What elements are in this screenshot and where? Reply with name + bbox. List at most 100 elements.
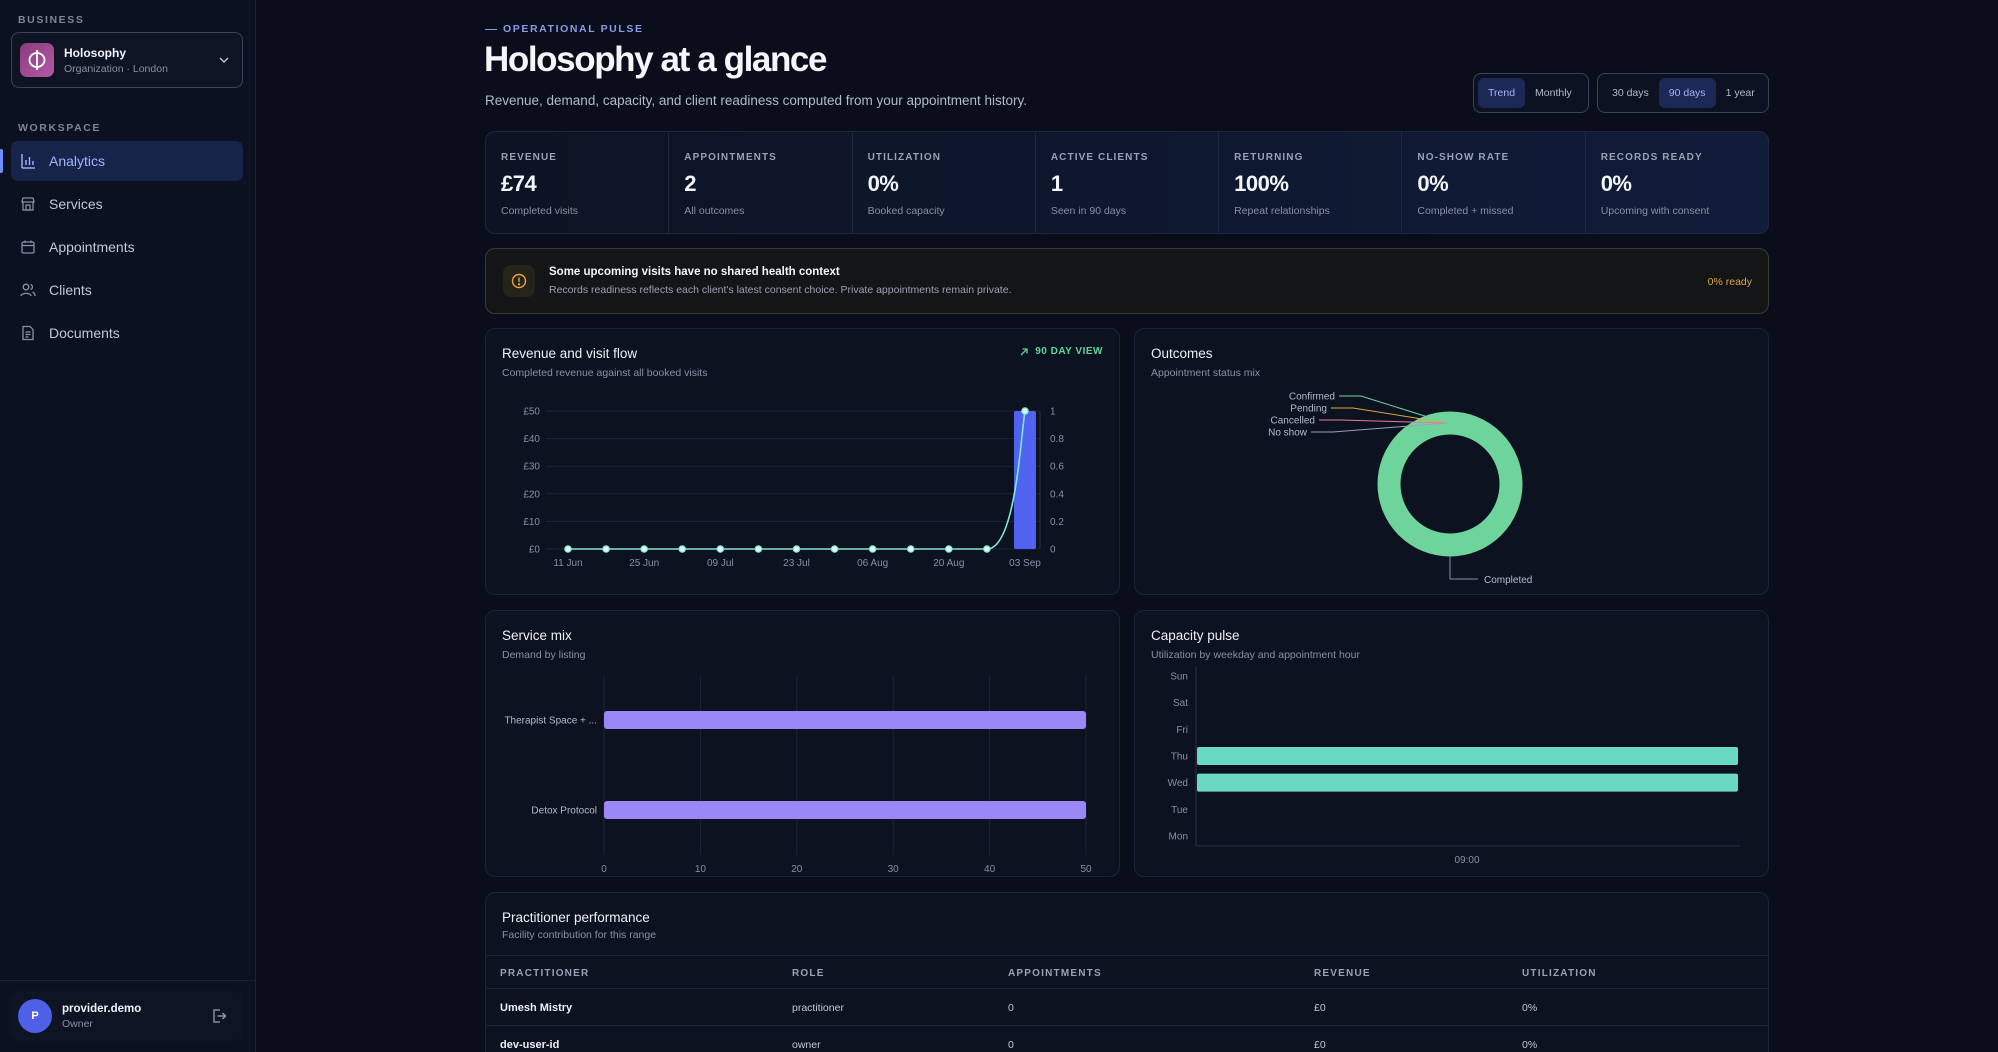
avatar[interactable]: P — [18, 999, 52, 1033]
user-role: Owner — [62, 1017, 93, 1030]
kpi-value: 1 — [1050, 171, 1063, 196]
revenue-chart: £0 £10 £20 £30 £40 £50 0 0.2 0.4 0.6 0.8 1 11 Jun 25 … — [523, 407, 1064, 570]
arrow-up-right-icon — [1020, 347, 1028, 355]
kpi-no-show-rate: NO-SHOW RATE 0% Completed + missed — [1402, 132, 1586, 233]
service-mix-card: Service mix Demand by listing 0 10 20 30 40 5… — [485, 610, 1120, 877]
view-trend-button[interactable]: Trend — [1478, 78, 1526, 108]
store-icon — [20, 196, 36, 212]
service-bar — [604, 711, 1086, 729]
y2-tick-label: 0.8 — [1050, 434, 1064, 445]
service-bar — [604, 801, 1086, 819]
practitioner-revenue: £0 — [1314, 1002, 1326, 1014]
kpi-note: Repeat relationships — [1234, 205, 1330, 217]
slice-label: Cancelled — [1271, 416, 1315, 427]
sidebar-item-appointments[interactable]: Appointments — [11, 227, 243, 267]
x-tick-label: 25 Jun — [629, 558, 659, 569]
kpi-utilization: UTILIZATION 0% Booked capacity — [853, 132, 1036, 233]
sidebar-item-clients[interactable]: Clients — [11, 270, 243, 310]
day-label: Tue — [1171, 805, 1188, 816]
table-header: PRACTITIONER ROLE APPOINTMENTS REVENUE U… — [486, 955, 1768, 989]
completed-slice — [1377, 411, 1523, 557]
day-label: Fri — [1176, 725, 1188, 736]
day-label: Sat — [1173, 698, 1188, 709]
sidebar-item-analytics[interactable]: Analytics — [0, 141, 243, 181]
kpi-strip: REVENUE £74 Completed visits APPOINTMENT… — [485, 131, 1769, 234]
user-name: provider.demo — [62, 1002, 142, 1015]
sidebar-item-documents[interactable]: Documents — [11, 313, 243, 353]
business-switcher[interactable]: Holosophy Organization · London — [11, 32, 243, 88]
x-tick-label: 0 — [601, 864, 607, 875]
kpi-label: RECORDS READY — [1600, 152, 1703, 163]
calendar-icon — [20, 239, 36, 255]
practitioner-name: dev-user-id — [500, 1039, 560, 1051]
records-ready-badge: 0% ready — [1707, 276, 1752, 288]
revenue-bar — [1014, 411, 1036, 549]
kpi-returning: RETURNING 100% Repeat relationships — [1219, 132, 1403, 233]
range-30-days-button[interactable]: 30 days — [1612, 87, 1649, 99]
column-header[interactable]: REVENUE — [1314, 968, 1371, 979]
y-tick-label: £50 — [523, 407, 540, 418]
day-label: Wed — [1168, 778, 1188, 789]
slice-label: No show — [1268, 428, 1308, 439]
y2-tick-label: 0.6 — [1050, 462, 1064, 473]
capacity-pulse-card: Capacity pulse Utilization by weekday an… — [1134, 610, 1769, 877]
x-tick-label: 50 — [1080, 864, 1092, 875]
practitioner-role: practitioner — [792, 1002, 844, 1014]
practitioner-performance-card: Practitioner performance Facility contri… — [485, 892, 1769, 1052]
outcomes-chart-card: Outcomes Appointment status mix Confirme… — [1134, 328, 1769, 595]
table-row[interactable]: Umesh Mistry practitioner 0 £0 0% — [486, 990, 1768, 1026]
range-90-days-button[interactable]: 90 days — [1658, 78, 1716, 108]
page-title: Holosophy at a glance — [484, 40, 827, 79]
slice-leader-line — [1311, 422, 1448, 433]
practitioner-name: Umesh Mistry — [500, 1002, 573, 1014]
health-context-alert: Some upcoming visits have no shared heal… — [485, 248, 1769, 314]
card-subtitle: Utilization by weekday and appointment h… — [1151, 649, 1360, 661]
business-logo-icon — [20, 43, 54, 77]
visits-point — [868, 545, 877, 553]
users-icon — [20, 282, 36, 298]
service-mix-chart: 0 10 20 30 40 50 Therapist Space + ... Detox Pr… — [504, 675, 1092, 875]
page-subtitle: Revenue, demand, capacity, and client re… — [485, 93, 1028, 108]
kpi-label: UTILIZATION — [867, 152, 942, 163]
category-label: Therapist Space + ... — [504, 716, 597, 727]
visits-point — [1021, 407, 1029, 415]
visits-point — [640, 545, 648, 553]
column-header[interactable]: PRACTITIONER — [500, 968, 590, 979]
practitioner-appointments: 0 — [1008, 1002, 1014, 1014]
view-toggle: Trend Monthly — [1473, 73, 1589, 113]
view-monthly-button[interactable]: Monthly — [1535, 87, 1572, 99]
visits-point — [792, 545, 801, 553]
kpi-value: 0% — [867, 171, 899, 196]
alert-title: Some upcoming visits have no shared heal… — [549, 266, 840, 278]
range-1-year-button[interactable]: 1 year — [1725, 87, 1755, 99]
alert-body: Records readiness reflects each client's… — [549, 284, 1012, 296]
warning-icon — [503, 265, 535, 297]
table-row[interactable]: dev-user-id owner 0 £0 0% — [486, 1027, 1768, 1052]
y2-tick-label: 1 — [1050, 407, 1056, 418]
kpi-note: Upcoming with consent — [1600, 205, 1710, 217]
kpi-note: Booked capacity — [867, 205, 945, 217]
practitioner-appointments: 0 — [1008, 1039, 1014, 1051]
y-tick-label: £40 — [523, 434, 540, 445]
slice-label: Pending — [1290, 404, 1327, 415]
card-title: Revenue and visit flow — [502, 346, 638, 361]
column-header[interactable]: APPOINTMENTS — [1008, 968, 1102, 979]
capacity-heatmap: Sun Sat Fri Thu Wed Tue Mon 09:00 — [1168, 666, 1740, 866]
kpi-value: 0% — [1600, 171, 1632, 196]
card-title: Capacity pulse — [1151, 628, 1240, 643]
column-header[interactable]: UTILIZATION — [1522, 968, 1597, 979]
x-tick-label: 09:00 — [1454, 855, 1479, 866]
visits-point — [716, 545, 725, 553]
logout-icon[interactable] — [211, 1008, 227, 1029]
visits-point — [602, 545, 610, 553]
kpi-value: 2 — [684, 171, 697, 196]
x-tick-label: 23 Jul — [783, 558, 810, 569]
x-tick-label: 09 Jul — [707, 558, 734, 569]
sidebar-item-services[interactable]: Services — [11, 184, 243, 224]
capacity-cell — [1197, 747, 1738, 765]
slice-leader-line — [1319, 419, 1448, 424]
y2-tick-label: 0 — [1050, 545, 1056, 556]
practitioner-utilization: 0% — [1522, 1039, 1538, 1051]
visits-point — [564, 545, 572, 553]
column-header[interactable]: ROLE — [792, 968, 825, 979]
